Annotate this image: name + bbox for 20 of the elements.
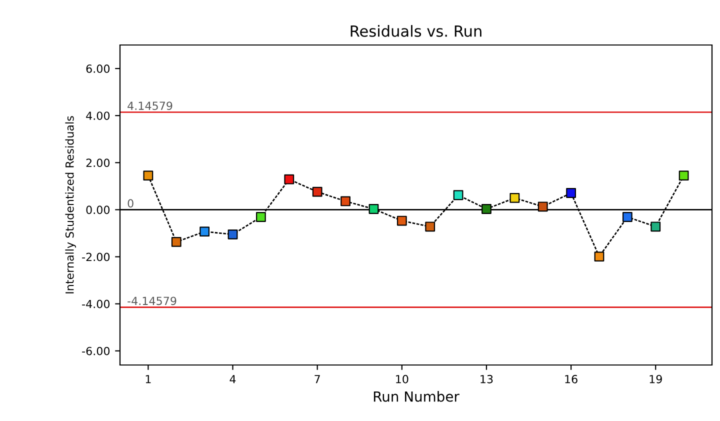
x-tick-label: 13: [480, 374, 493, 384]
x-tick-label: 7: [314, 375, 320, 384]
y-tick-label: 0.00: [86, 206, 110, 214]
ref-line-label: -4.14579: [128, 296, 176, 306]
y-tick-label: 6.00: [86, 64, 110, 73]
y-tick-label: 2.00: [86, 158, 110, 168]
y-tick-label: 4.00: [86, 112, 110, 120]
ref-line-label: 4.14579: [128, 102, 172, 110]
x-tick-label: 10: [396, 374, 408, 384]
x-tick-label: 19: [650, 374, 662, 384]
x-tick-label: 16: [565, 374, 578, 384]
chart-title: Residuals vs. Run: [350, 25, 482, 37]
x-axis-title: Run Number: [374, 391, 460, 402]
y-tick-label: -4.00: [82, 300, 110, 308]
y-tick-label: -6.00: [82, 346, 110, 356]
ref-line-label: 0: [128, 199, 134, 208]
x-tick-label: 1: [146, 375, 151, 384]
y-tick-label: -2.00: [82, 252, 110, 262]
x-tick-label: 4: [230, 375, 236, 384]
y-axis-title: Internally Studentized Residuals: [65, 116, 76, 294]
